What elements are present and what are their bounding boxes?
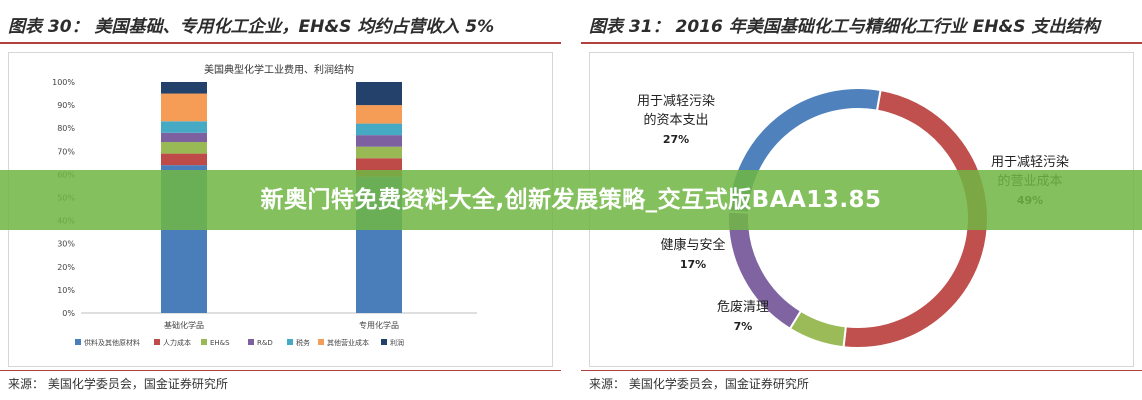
legend-swatch <box>287 339 293 345</box>
y-tick-label: 10% <box>57 286 75 295</box>
y-tick-label: 80% <box>57 124 75 133</box>
category-label: 基础化学品 <box>164 320 204 330</box>
legend-swatch <box>154 339 160 345</box>
figure-31-title: 图表 31： 2016 年美国基础化工与精细化工行业 EH&S 支出结构 <box>589 17 1100 37</box>
y-tick-label: 30% <box>57 240 75 249</box>
bar-segment <box>356 105 402 124</box>
legend-label: 供料及其他原材料 <box>84 338 140 347</box>
y-tick-label: 100% <box>52 78 75 87</box>
overlay-banner: 新奥门特免费资料大全,创新发展策略_交互式版BAA13.85 <box>0 170 1142 230</box>
legend-label: R&D <box>257 339 273 347</box>
bar-segment <box>356 146 402 159</box>
title-rule <box>0 42 561 44</box>
bar-segment <box>161 142 207 154</box>
banner-text: 新奥门特免费资料大全,创新发展策略_交互式版BAA13.85 <box>260 187 882 213</box>
figure-30-source: 来源： 美国化学委员会，国金证券研究所 <box>8 377 228 391</box>
bar-segment <box>356 135 402 147</box>
bar-segment <box>161 153 207 166</box>
slice-percent-label: 27% <box>663 133 689 146</box>
legend-label: EH&S <box>210 339 230 347</box>
figure-31-source: 来源： 美国化学委员会，国金证券研究所 <box>589 377 809 391</box>
y-tick-label: 70% <box>57 147 75 156</box>
y-tick-label: 90% <box>57 101 75 110</box>
legend-label: 税务 <box>296 338 310 347</box>
bar-segment <box>161 93 207 122</box>
source-rule <box>0 370 561 371</box>
bar-segment <box>161 82 207 94</box>
bar-segment <box>161 132 207 143</box>
y-tick-label: 0% <box>62 309 75 318</box>
legend-label: 其他营业成本 <box>327 338 369 347</box>
slice-name-label: 危废清理 <box>717 299 769 315</box>
y-tick-label: 20% <box>57 263 75 272</box>
slice-percent-label: 17% <box>680 258 706 271</box>
figure-30-title: 图表 30： 美国基础、专用化工企业，EH&S 均约占营收入 5% <box>8 17 495 37</box>
slice-name-label: 的资本支出 <box>643 112 708 128</box>
legend-swatch <box>248 339 254 345</box>
slice-name-label: 健康与安全 <box>660 237 725 253</box>
legend-swatch <box>75 339 81 345</box>
legend-swatch <box>201 339 207 345</box>
legend-label: 利润 <box>390 338 404 347</box>
bar-segment <box>356 82 402 106</box>
slice-percent-label: 7% <box>734 320 753 333</box>
slice-name-label: 用于减轻污染 <box>991 155 1069 170</box>
source-rule <box>581 370 1142 371</box>
legend-swatch <box>381 339 387 345</box>
bar-chart-title: 美国典型化学工业费用、利润结构 <box>204 63 354 76</box>
slice-name-label: 用于减轻污染 <box>637 94 715 109</box>
bar-segment <box>356 123 402 136</box>
legend-label: 人力成本 <box>163 338 191 347</box>
title-rule <box>581 42 1142 44</box>
legend-swatch <box>318 339 324 345</box>
bar-segment <box>161 121 207 133</box>
category-label: 专用化学品 <box>359 320 399 330</box>
